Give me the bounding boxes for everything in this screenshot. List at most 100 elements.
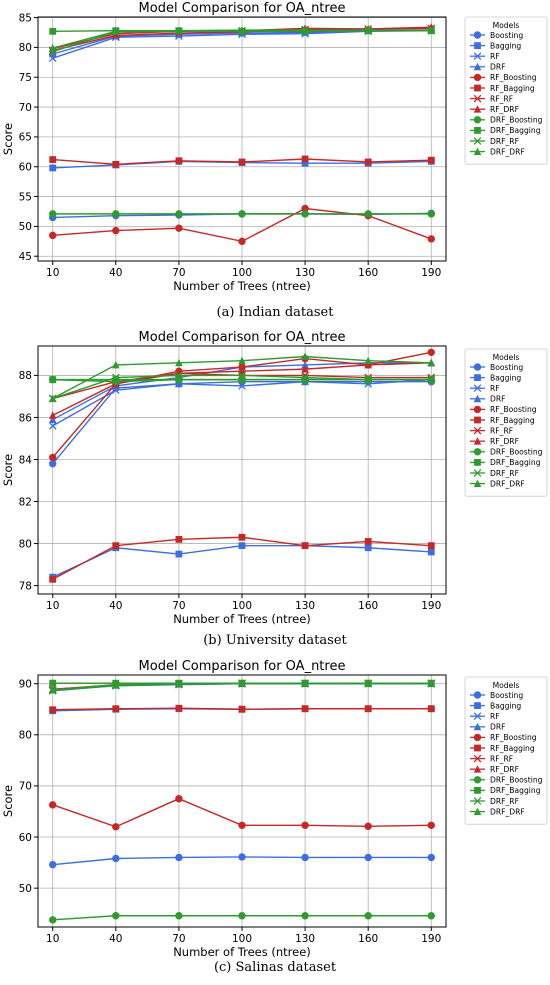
figure-caption: (a) Indian dataset xyxy=(217,305,335,320)
x-tick-label: 190 xyxy=(421,600,441,612)
data-point xyxy=(48,685,57,694)
y-tick-label: 80 xyxy=(19,730,32,742)
y-tick-label: 84 xyxy=(19,454,33,466)
data-point xyxy=(175,853,183,862)
data-point xyxy=(175,157,183,165)
x-tick-label: 160 xyxy=(358,267,378,279)
data-point xyxy=(301,365,309,373)
data-point xyxy=(175,794,183,803)
data-point xyxy=(364,375,373,384)
chart-panel-2: Model Comparison for OA_ntree 10 40 70 100 13… xyxy=(1,330,548,648)
data-point xyxy=(427,679,436,687)
data-point xyxy=(49,27,57,35)
legend-marker xyxy=(473,426,482,435)
data-point xyxy=(49,860,57,869)
data-point xyxy=(238,853,246,861)
legend-label: RF xyxy=(490,52,500,61)
series-drf-boosting xyxy=(49,210,435,218)
data-point xyxy=(175,224,183,232)
data-point xyxy=(49,210,57,218)
data-point xyxy=(112,705,120,713)
data-point xyxy=(238,158,246,166)
data-point xyxy=(175,550,183,558)
data-point xyxy=(301,26,309,34)
y-tick-label: 65 xyxy=(19,132,32,144)
legend-marker xyxy=(474,416,481,424)
legend-label: RF_Bagging xyxy=(490,416,535,425)
data-point xyxy=(301,853,309,862)
x-axis-label: Number of Trees (ntree) xyxy=(173,945,311,959)
legend-label: DRF xyxy=(490,395,506,404)
legend-marker xyxy=(473,52,482,61)
x-tick-label: 70 xyxy=(172,600,185,612)
data-point xyxy=(48,49,57,58)
data-point xyxy=(49,164,57,172)
data-point xyxy=(175,535,183,543)
y-tick-label: 75 xyxy=(19,72,32,84)
legend-marker xyxy=(473,437,482,445)
y-tick-label: 50 xyxy=(19,883,32,895)
data-point xyxy=(238,26,246,34)
x-tick-label: 130 xyxy=(295,267,315,279)
data-point xyxy=(364,26,372,34)
data-point xyxy=(238,533,246,541)
data-point xyxy=(112,27,120,35)
x-tick-label: 100 xyxy=(232,600,252,612)
legend-marker xyxy=(473,479,482,487)
data-point xyxy=(427,235,435,243)
legend-label: RF_DRF xyxy=(490,437,519,446)
data-point xyxy=(238,912,246,920)
legend-marker xyxy=(473,691,482,699)
series-rf-bagging xyxy=(49,704,435,714)
data-point xyxy=(301,542,309,550)
legend-label: Bagging xyxy=(490,41,521,50)
legend-marker xyxy=(474,702,481,709)
legend-marker xyxy=(473,94,482,103)
x-tick-label: 100 xyxy=(232,933,252,945)
legend-title: Models xyxy=(493,681,520,690)
legend-label: DRF xyxy=(490,63,506,72)
data-point xyxy=(112,160,120,168)
data-point xyxy=(427,912,435,920)
legend-marker xyxy=(473,73,482,82)
data-point xyxy=(427,853,435,862)
legend-label: DRF xyxy=(490,723,506,732)
data-point xyxy=(238,821,246,829)
data-point xyxy=(301,360,309,369)
chart-panel-3: Model Comparison for OA_ntree 10 40 70 100 13… xyxy=(1,659,548,975)
series-rf-bagging xyxy=(49,155,435,168)
data-point xyxy=(112,376,120,384)
y-tick-label: 70 xyxy=(19,781,32,793)
data-point xyxy=(49,916,57,924)
data-point xyxy=(301,705,309,713)
legend-marker xyxy=(473,712,482,721)
legend-label: RF xyxy=(490,384,500,393)
legend-label: DRF_RF xyxy=(490,797,519,806)
data-point xyxy=(301,821,309,829)
y-tick-label: 60 xyxy=(19,162,32,174)
data-point xyxy=(112,360,120,369)
y-tick-label: 55 xyxy=(19,191,32,203)
y-tick-label: 80 xyxy=(19,538,32,550)
legend-label: DRF_Bagging xyxy=(490,458,541,467)
legend-label: RF_Bagging xyxy=(490,84,535,93)
data-point xyxy=(364,210,372,218)
data-point xyxy=(238,356,246,365)
data-point xyxy=(49,156,57,163)
legend-box xyxy=(464,676,548,825)
y-tick-label: 82 xyxy=(19,496,32,508)
data-point xyxy=(49,679,57,687)
data-point xyxy=(364,679,372,687)
data-point xyxy=(364,822,372,831)
y-tick-label: 60 xyxy=(19,832,32,844)
y-axis-label: Score xyxy=(1,454,15,486)
data-point xyxy=(112,226,120,235)
series-drf-boosting xyxy=(49,912,435,924)
data-point xyxy=(112,680,120,689)
data-point xyxy=(48,44,57,52)
series-drf-rf xyxy=(48,371,436,403)
data-point xyxy=(175,358,183,367)
data-point xyxy=(364,356,372,365)
